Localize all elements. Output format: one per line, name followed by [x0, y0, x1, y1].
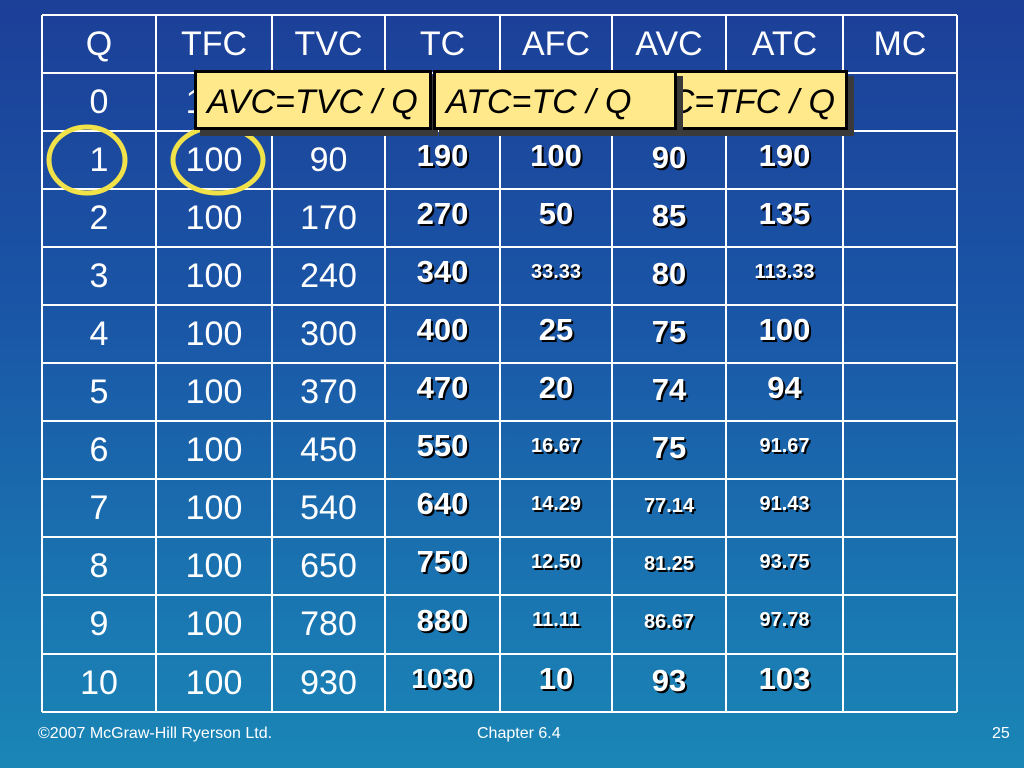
callout-avc-formula: AVC=TVC / Q — [194, 70, 432, 130]
cell-mc — [843, 479, 957, 537]
cell-tfc: 100 — [185, 372, 243, 411]
cell-tvc: 540 — [300, 488, 357, 527]
cell-tfc: 100 — [185, 546, 243, 585]
header-q: Q — [85, 24, 113, 63]
header-avc: AVC — [635, 24, 703, 63]
cell-tc: 550 — [416, 428, 469, 463]
cell-tvc: 650 — [300, 546, 357, 585]
cell-atc: 93.75 — [759, 550, 810, 573]
cell-afc: 50 — [538, 196, 574, 231]
cell-q: 2 — [89, 198, 109, 237]
cell-tfc: 100 — [185, 198, 243, 237]
cell-avc: 80 — [651, 256, 687, 291]
cell-tfc: 100 — [185, 256, 243, 295]
cell-afc: 100 — [530, 138, 582, 173]
cell-q: 5 — [89, 372, 109, 411]
cell-tc: 340 — [416, 254, 469, 289]
cell-tvc: 930 — [300, 663, 357, 702]
cell-atc: 94 — [767, 370, 802, 405]
cell-q: 0 — [89, 82, 109, 121]
cell-tc: 270 — [416, 196, 469, 231]
cell-tfc: 100 — [185, 430, 243, 469]
cell-avc: 81.25 — [643, 552, 695, 575]
cell-afc: 25 — [538, 312, 574, 347]
cell-tfc: 100 — [185, 488, 243, 527]
cell-avc: 75 — [651, 314, 687, 349]
cell-tfc: 100 — [185, 663, 243, 702]
cell-atc: 97.78 — [759, 609, 810, 631]
cell-avc: 75 — [651, 430, 687, 465]
cell-mc — [843, 654, 957, 712]
cell-q: 9 — [89, 605, 109, 643]
cell-avc: 74 — [651, 372, 687, 407]
cell-atc: 91.43 — [759, 492, 810, 515]
cell-tvc: 450 — [300, 430, 357, 469]
cell-mc — [843, 131, 957, 189]
cell-mc — [843, 189, 957, 247]
footer-page-number: 25 — [992, 725, 1010, 742]
header-atc: ATC — [751, 24, 818, 63]
cell-tc: 640 — [416, 486, 469, 521]
cell-afc: 12.50 — [530, 550, 582, 573]
cell-tvc: 170 — [300, 198, 357, 237]
cell-q: 10 — [80, 663, 118, 702]
callout-atc-formula: ATC=TC / Q — [433, 70, 677, 130]
cell-q: 3 — [89, 256, 109, 295]
cell-mc — [843, 305, 957, 363]
cell-mc — [843, 73, 957, 131]
cell-tvc: 240 — [300, 256, 357, 295]
cell-tvc: 780 — [300, 605, 357, 643]
cell-q: 8 — [89, 546, 109, 585]
cell-atc: 190 — [758, 138, 811, 173]
header-afc: AFC — [522, 24, 590, 63]
cell-tc: 880 — [416, 602, 469, 638]
cell-tvc: 90 — [309, 140, 348, 179]
cell-tfc: 100 — [185, 605, 243, 643]
cell-afc: 20 — [538, 370, 574, 405]
cell-tc: 470 — [416, 370, 469, 405]
cell-avc: 90 — [651, 140, 687, 175]
cell-avc: 93 — [651, 663, 687, 698]
cell-afc: 14.29 — [530, 492, 582, 515]
cell-atc: 113.33 — [754, 260, 815, 283]
header-mc: MC — [873, 24, 927, 63]
cell-mc — [843, 247, 957, 305]
cell-atc: 100 — [758, 312, 811, 347]
cell-q: 4 — [89, 314, 109, 353]
footer-copyright: ©2007 McGraw-Hill Ryerson Ltd. — [38, 725, 273, 742]
cell-afc: 33.33 — [530, 260, 582, 283]
cell-afc: 11.11 — [532, 609, 580, 631]
cell-avc: 85 — [651, 198, 687, 233]
cell-tvc: 370 — [300, 372, 357, 411]
header-tvc: TVC — [294, 24, 363, 63]
cell-tc: 400 — [416, 312, 469, 347]
cell-tfc: 100 — [185, 140, 243, 179]
cell-mc — [843, 421, 957, 479]
cell-mc — [843, 363, 957, 421]
cell-avc: 77.14 — [643, 494, 695, 517]
cell-mc — [843, 595, 957, 654]
cell-tc: 750 — [416, 544, 469, 579]
header-tc: TC — [419, 24, 466, 63]
cell-afc: 10 — [538, 661, 574, 696]
cell-afc: 16.67 — [530, 434, 582, 457]
cell-atc: 91.67 — [759, 434, 810, 457]
cell-avc: 86.67 — [643, 611, 695, 633]
footer-chapter: Chapter 6.4 — [477, 725, 561, 742]
header-tfc: TFC — [180, 24, 248, 63]
cell-q: 1 — [89, 140, 109, 179]
cell-tc: 190 — [416, 138, 469, 173]
cell-atc: 135 — [758, 196, 811, 231]
cell-q: 6 — [89, 430, 109, 469]
cell-tvc: 300 — [300, 314, 357, 353]
cell-mc — [843, 537, 957, 595]
cell-q: 7 — [89, 488, 109, 527]
cell-tc: 1030 — [411, 663, 474, 694]
cell-tfc: 100 — [185, 314, 243, 353]
cell-atc: 103 — [758, 661, 811, 696]
